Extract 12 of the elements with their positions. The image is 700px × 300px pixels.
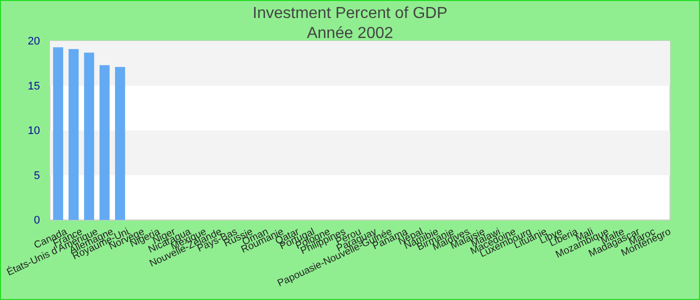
bar (100, 65, 110, 220)
bar (68, 49, 79, 220)
chart-subtitle: Année 2002 (306, 25, 394, 42)
bar (53, 47, 64, 220)
y-tick-label: 20 (28, 36, 40, 48)
bar (84, 52, 94, 220)
y-tick-label: 5 (34, 170, 40, 182)
chart-title: Investment Percent of GDP (252, 5, 448, 22)
y-tick-label: 0 (34, 214, 40, 227)
bar (115, 66, 126, 220)
y-tick-label: 10 (28, 125, 40, 138)
y-tick-label: 15 (28, 80, 40, 92)
